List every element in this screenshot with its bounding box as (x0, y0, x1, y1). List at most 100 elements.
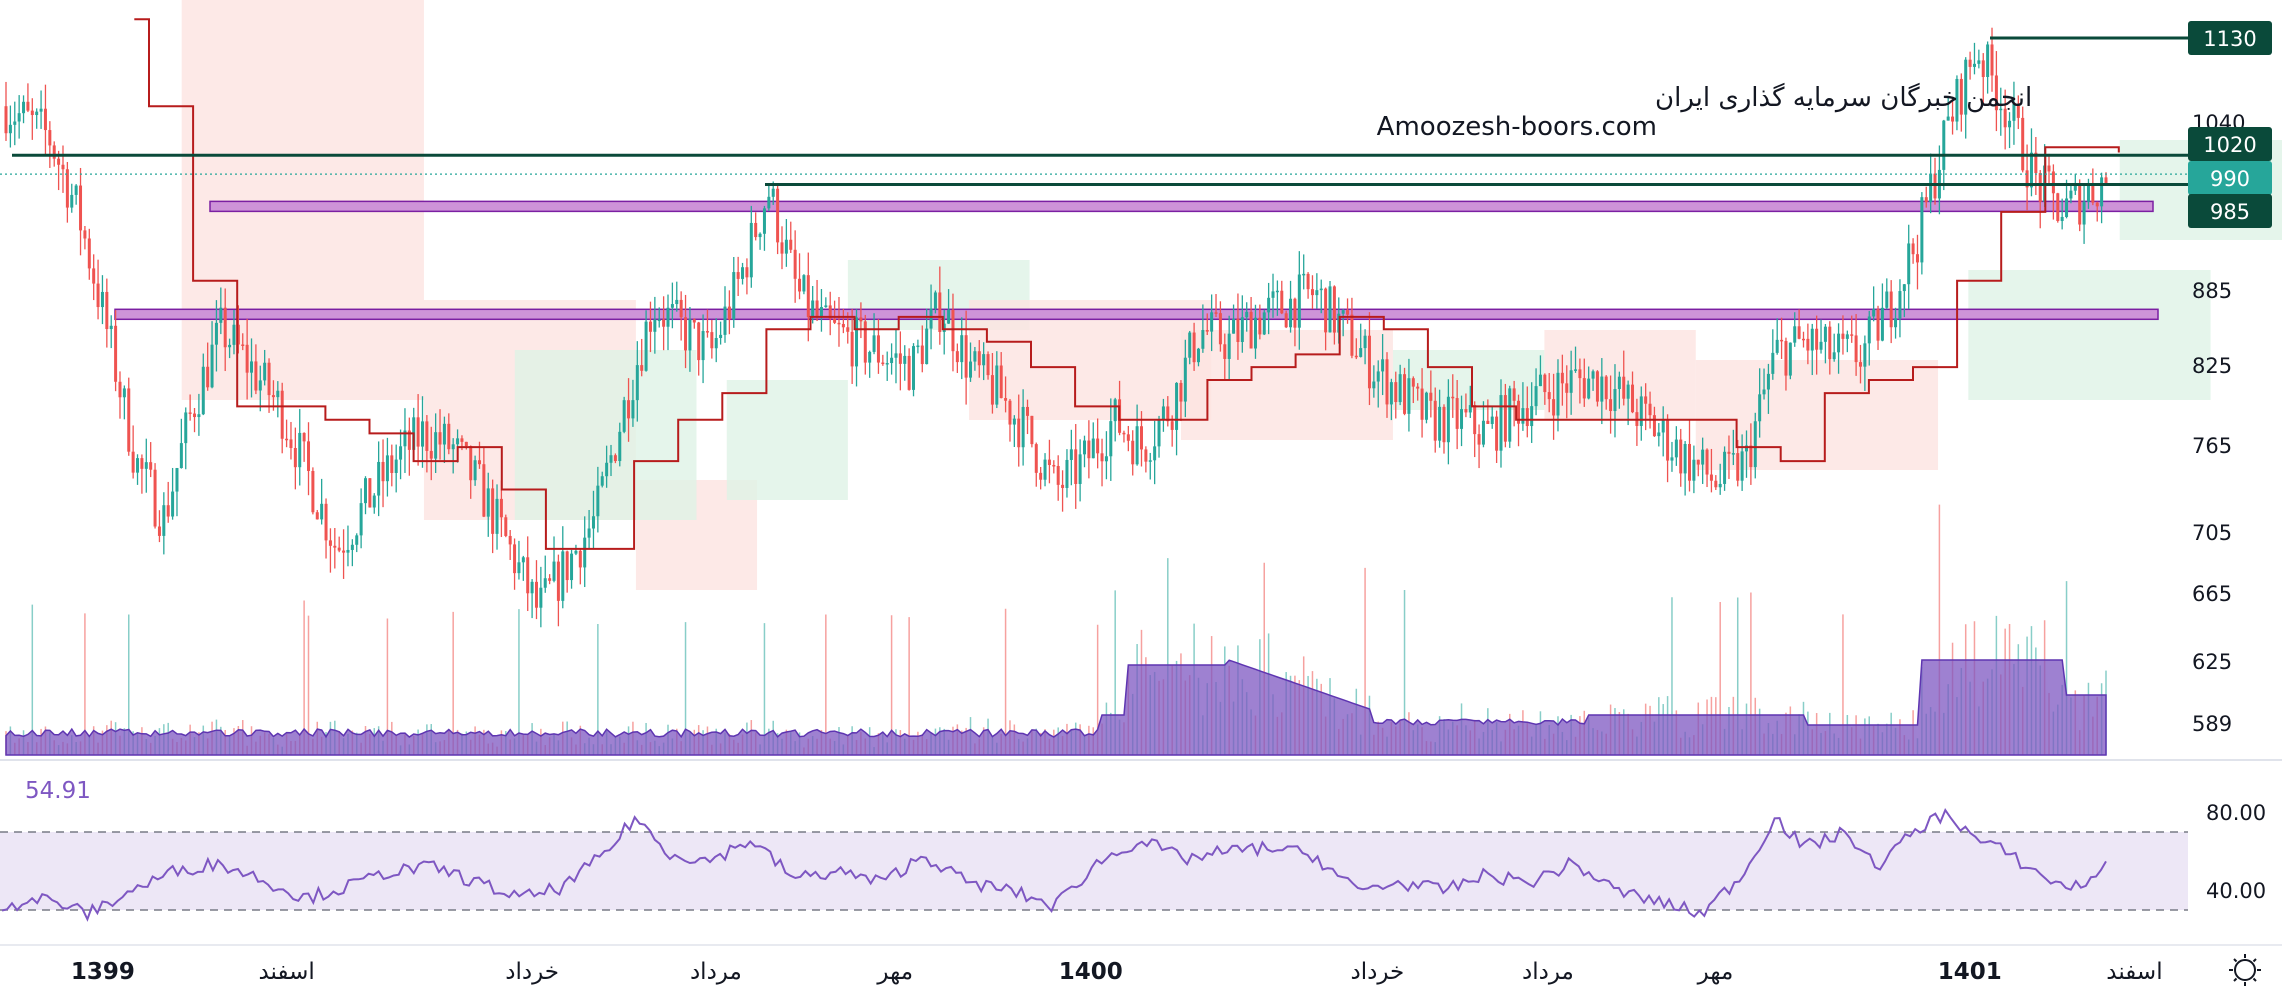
candle-body (1175, 382, 1179, 430)
candle-body (872, 335, 876, 352)
candle-body (1609, 399, 1613, 412)
candle-body (1806, 338, 1810, 351)
time-axis[interactable]: 1399 اسفند خرداد مرداد مهر 1400 خرداد مرداد مهر 1… (71, 959, 2163, 985)
candle-body (1477, 434, 1481, 445)
support-zone-0[interactable] (209, 200, 2154, 213)
candle-body (1451, 396, 1455, 399)
candle-body (1762, 389, 1766, 395)
candle-body (1534, 386, 1538, 407)
candle-body (1315, 290, 1319, 296)
candle-body (1959, 78, 1963, 115)
candle-body (276, 390, 280, 398)
candle-body (552, 561, 556, 581)
candle-body (1047, 459, 1051, 465)
candle-body (863, 321, 867, 363)
candle-body (508, 535, 512, 545)
candle-body (100, 291, 104, 308)
candle-body (35, 111, 39, 116)
candle-body (495, 498, 499, 534)
candle-body (1293, 298, 1297, 328)
candle-body (767, 196, 771, 209)
candle-body (328, 540, 332, 546)
watermark-line-1: انجمن خبرگان سرمایه گذاری ایران (1655, 82, 2032, 113)
candle-body (574, 550, 578, 554)
settings-gear-icon[interactable] (2229, 954, 2261, 986)
candle-body (1227, 333, 1231, 359)
time-label-4: مهر (876, 959, 913, 985)
candle-body (456, 438, 460, 445)
candle-body (2029, 152, 2033, 188)
candle-body (1214, 312, 1218, 314)
candle-body (1867, 316, 1871, 344)
candle-body (1275, 290, 1279, 293)
candle-body (1324, 288, 1328, 333)
candle-body (859, 317, 863, 322)
candle-body (263, 362, 267, 381)
candle-body (1525, 408, 1529, 427)
candle-body (995, 365, 999, 405)
time-label-5: 1400 (1059, 959, 1123, 985)
candle-body (420, 421, 424, 447)
candle-body (1310, 289, 1314, 296)
candle-body (1517, 400, 1521, 424)
candle-body (416, 417, 420, 447)
candle-body (359, 503, 363, 536)
candle-body (1367, 335, 1371, 389)
candle-body (2091, 185, 2095, 203)
candle-body (2069, 190, 2073, 199)
candle-body (977, 351, 981, 366)
candle-body (2100, 177, 2104, 207)
price-tick-885: 885 (2192, 279, 2232, 303)
candle-body (999, 365, 1003, 399)
candle-body (2016, 104, 2020, 118)
cloud-patch-0 (181, 0, 424, 400)
candle-body (399, 446, 403, 460)
price-badge-label: 990 (2210, 167, 2250, 191)
candle-body (1854, 335, 1858, 363)
candle-body (210, 344, 214, 388)
candle-body (1556, 372, 1560, 416)
candle-body (1837, 333, 1841, 353)
candle-body (149, 462, 153, 470)
candle-body (1990, 44, 1994, 76)
price-badge-label: 985 (2210, 200, 2250, 224)
candle-body (1780, 339, 1784, 342)
candle-body (1503, 395, 1507, 442)
candle-body (714, 338, 718, 349)
candle-body (1100, 453, 1104, 462)
candle-body (1622, 376, 1626, 399)
candle-body (644, 321, 648, 371)
candle-body (1595, 371, 1599, 402)
candle-body (990, 375, 994, 405)
candle-body (929, 308, 933, 329)
candle-body (1385, 359, 1389, 405)
candle-body (1999, 108, 2003, 111)
candle-body (1166, 406, 1170, 422)
candle-body (1788, 342, 1792, 376)
candle-body (600, 476, 604, 486)
candle-body (1801, 338, 1805, 341)
candle-body (679, 299, 683, 318)
candle-body (1530, 406, 1534, 427)
candle-body (561, 551, 565, 601)
candle-body (236, 324, 240, 345)
candle-body (578, 550, 582, 568)
candle-body (1911, 243, 1915, 255)
candle-body (635, 365, 639, 401)
candle-body (394, 459, 398, 473)
candle-body (486, 488, 490, 517)
candle-body (1670, 457, 1674, 461)
candle-body (1841, 333, 1845, 339)
candle-body (1933, 173, 1937, 199)
candle-body (1289, 298, 1293, 328)
candle-body (2095, 202, 2099, 207)
candle-body (1420, 388, 1424, 420)
candle-body (1907, 243, 1911, 285)
candle-body (1543, 374, 1547, 393)
candle-body (179, 443, 183, 469)
candle-body (1424, 392, 1428, 420)
candle-body (819, 307, 823, 317)
candle-body (1508, 388, 1512, 442)
